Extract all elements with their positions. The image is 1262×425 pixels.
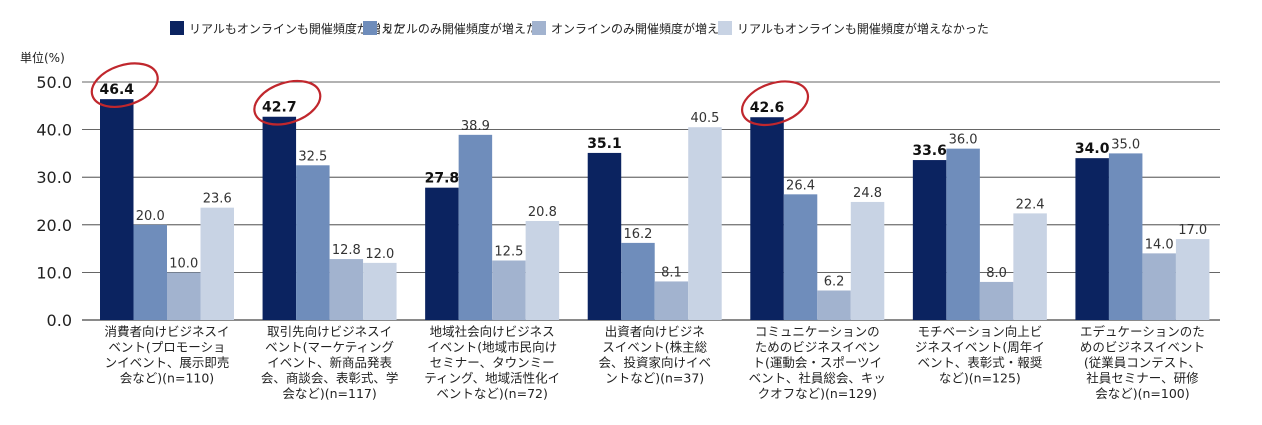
x-tick-label: コミュニケーションのためのビジネスイベント(運動会・スポーツイベント、社員総会、…	[749, 324, 886, 401]
bar	[1175, 239, 1210, 320]
y-tick-label: 40.0	[36, 121, 72, 140]
data-label: 46.4	[99, 82, 134, 98]
highlight-circle	[90, 62, 159, 108]
x-tick-label: エデュケーションのためのビジネスイベント(従業員コンテスト、社員セミナー、研修会…	[1080, 324, 1205, 401]
data-label: 40.5	[690, 111, 719, 126]
data-label: 17.0	[1178, 223, 1207, 238]
data-label: 38.9	[461, 119, 490, 134]
bar	[750, 117, 784, 320]
bar	[262, 116, 297, 320]
y-tick-label: 10.0	[36, 263, 72, 282]
data-label: 36.0	[949, 133, 978, 148]
bar	[946, 148, 980, 320]
data-label: 33.6	[912, 143, 947, 159]
x-tick-label: モチベーション向上ビジネスイベント(周年イベント、表彰式・報奨など)(n=125…	[915, 324, 1045, 386]
bar	[425, 187, 459, 320]
bar	[817, 290, 851, 320]
bar	[850, 201, 885, 320]
bar	[783, 194, 818, 320]
y-tick-label: 50.0	[36, 73, 72, 92]
y-tick-label: 20.0	[36, 216, 72, 235]
y-tick-label: 0.0	[47, 311, 72, 330]
x-tick-label: 地域社会向けビジネスイベント(地域市民向けセミナー、タウンミーティング、地域活性…	[424, 324, 560, 401]
legend-label: リアルもオンラインも開催頻度が増えた	[189, 21, 405, 36]
data-label: 14.0	[1145, 237, 1174, 252]
bar	[587, 152, 622, 320]
data-label: 8.0	[986, 266, 1007, 281]
bar	[167, 272, 201, 320]
data-label: 42.7	[262, 100, 297, 116]
y-tick-label: 30.0	[36, 168, 72, 187]
unit-label: 単位(%)	[20, 50, 65, 65]
bar	[621, 242, 655, 320]
data-label: 24.8	[853, 186, 882, 201]
highlight-circle	[253, 79, 322, 126]
highlight-circles	[90, 62, 810, 127]
bar	[296, 165, 330, 320]
data-label: 22.4	[1016, 197, 1045, 212]
data-label: 12.8	[332, 243, 361, 258]
data-label: 10.0	[169, 256, 198, 271]
bar	[1013, 213, 1047, 320]
bar	[979, 281, 1014, 320]
data-label: 42.6	[750, 100, 785, 116]
value-labels: 46.4 20.0 10.0 23.6 42.7 32.5 12.8 12.0 27.8 38.9…	[99, 82, 1207, 289]
bar	[492, 260, 526, 320]
data-label: 8.1	[661, 265, 682, 280]
bar	[200, 207, 234, 320]
bar	[329, 259, 364, 320]
data-label: 20.0	[136, 209, 165, 224]
data-label: 12.5	[494, 245, 523, 260]
highlight-circle	[741, 80, 810, 127]
data-label: 23.6	[203, 192, 232, 207]
data-label: 26.4	[786, 178, 815, 193]
legend-label: リアルもオンラインも開催頻度が増えなかった	[737, 21, 989, 36]
x-tick-label: 消費者向けビジネスイベント(プロモーションイベント、展示即売会など)(n=110…	[104, 324, 229, 386]
y-axis: 0.0 10.0 20.0 30.0 40.0 50.0	[36, 73, 72, 330]
bar	[654, 281, 689, 320]
bar	[133, 224, 167, 320]
x-tick-label: 取引先向けビジネスイベント(マーケティングイベント、新商品発表会、商談会、表彰式…	[261, 324, 399, 401]
x-tick-label: 出資者向けビジネスイベント(株主総会、投資家向けイベントなど)(n=37)	[598, 324, 711, 386]
data-label: 34.0	[1075, 141, 1110, 157]
data-label: 27.8	[425, 171, 460, 187]
bar	[1108, 153, 1143, 320]
bar	[458, 134, 493, 320]
legend-label: オンラインのみ開催頻度が増えた	[551, 21, 731, 36]
data-label: 20.8	[528, 205, 557, 220]
bars	[100, 99, 1210, 320]
data-label: 6.2	[824, 274, 845, 289]
bar	[363, 262, 397, 320]
bar	[100, 99, 134, 320]
bar	[688, 127, 722, 320]
bar	[525, 220, 560, 320]
legend-label: リアルのみ開催頻度が増えた	[382, 21, 538, 36]
data-label: 35.0	[1111, 137, 1140, 152]
legend-swatch	[363, 21, 377, 35]
x-axis: 消費者向けビジネスイベント(プロモーションイベント、展示即売会など)(n=110…	[104, 324, 1204, 401]
legend-swatch	[718, 21, 732, 35]
data-label: 16.2	[623, 227, 652, 242]
data-label: 12.0	[365, 247, 394, 262]
legend-swatch	[532, 21, 546, 35]
bar	[1075, 158, 1109, 320]
data-label: 35.1	[587, 136, 622, 152]
bar	[912, 160, 947, 320]
data-label: 32.5	[298, 149, 327, 164]
legend-swatch	[170, 21, 184, 35]
bar	[1142, 253, 1176, 320]
